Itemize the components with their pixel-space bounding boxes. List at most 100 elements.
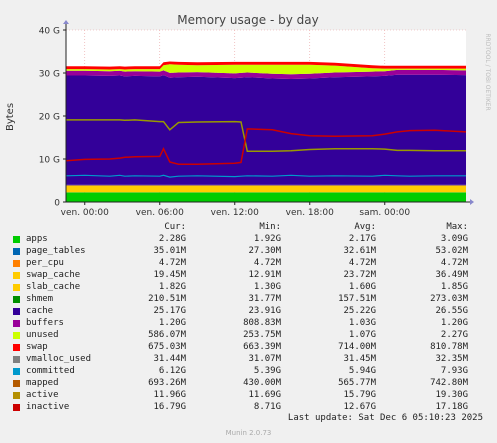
line-committed <box>65 174 466 178</box>
legend-min-value: 11.69G <box>248 390 281 400</box>
line-series <box>65 119 467 178</box>
legend-cur-value: 19.45M <box>153 270 186 280</box>
legend-cur-value: 693.26M <box>148 378 186 388</box>
axes: 0 10 G 20 G 30 G 40 G ven. 00:00 ven. 06:00 ven… <box>39 20 474 218</box>
area-swap <box>66 61 466 70</box>
legend-row-swap-cache: swap_cache 19.45M 12.91M 23.72M 36.49M <box>0 270 497 282</box>
legend-row-mapped: mapped 693.26M 430.00M 565.77M 742.80M <box>0 378 497 390</box>
chart-title: Memory usage - by day <box>177 13 318 27</box>
header-min: Min: <box>259 222 281 232</box>
legend-max-value: 7.93G <box>440 366 468 376</box>
legend-min-value: 31.07M <box>248 354 281 364</box>
legend-cur-value: 586.07M <box>148 330 186 340</box>
legend-cur-value: 31.44M <box>153 354 186 364</box>
legend-min-value: 23.91G <box>248 306 281 316</box>
x-axis-arrow <box>470 199 474 205</box>
y-axis-arrow <box>63 20 69 24</box>
legend-label: cache <box>26 306 54 316</box>
legend-min-value: 31.77M <box>248 294 281 304</box>
legend-min-value: 27.30M <box>248 246 281 256</box>
area-buffers <box>66 69 466 79</box>
legend-row-page-tables: page_tables 35.01M 27.30M 32.61M 53.02M <box>0 246 497 258</box>
legend-label: shmem <box>26 294 54 304</box>
rrdtool-credit: RRDTOOL / TOBI OETIKER <box>484 33 491 110</box>
legend-min-value: 4.72M <box>253 258 281 268</box>
legend-swatch <box>13 344 20 351</box>
area-slab-cache <box>66 185 466 193</box>
legend-label: unused <box>26 330 59 340</box>
legend-min-value: 430.00M <box>243 378 281 388</box>
legend-label: per_cpu <box>26 258 64 268</box>
legend-swatch <box>13 236 20 243</box>
x-tick-label: ven. 06:00 <box>136 208 184 218</box>
munin-version: Munin 2.0.73 <box>225 429 272 437</box>
legend-swatch <box>13 356 20 363</box>
legend-max-value: 273.03M <box>430 294 468 304</box>
legend-max-value: 3.09G <box>440 234 468 244</box>
legend-max-value: 32.35M <box>435 354 468 364</box>
legend-swatch <box>13 284 20 291</box>
x-tick-label: ven. 18:00 <box>286 208 334 218</box>
area-apps <box>66 192 466 202</box>
legend-max-value: 4.72M <box>440 258 468 268</box>
legend-row-inactive: inactive 16.79G 8.71G 12.67G 17.18G <box>0 402 497 414</box>
legend-cur-value: 675.03M <box>148 342 186 352</box>
legend-row-apps: apps 2.28G 1.92G 2.17G 3.09G <box>0 234 497 246</box>
y-tick-label: 20 G <box>39 113 60 123</box>
y-tick-label: 10 G <box>39 156 60 166</box>
legend-cur-value: 16.79G <box>153 402 186 412</box>
legend-avg-value: 25.22G <box>343 306 376 316</box>
legend-swatch <box>13 404 20 411</box>
x-tick-label: sam. 00:00 <box>359 208 410 218</box>
y-tick-label: 30 G <box>39 70 60 80</box>
legend-avg-value: 5.94G <box>348 366 376 376</box>
legend-cur-value: 4.72M <box>158 258 186 268</box>
legend-avg-value: 1.07G <box>348 330 376 340</box>
header-avg: Avg: <box>354 222 376 232</box>
legend-min-value: 1.92G <box>253 234 281 244</box>
legend-swatch <box>13 332 20 339</box>
legend-label: mapped <box>26 378 59 388</box>
line-inactive <box>65 128 467 165</box>
legend-row-committed: committed 6.12G 5.39G 5.94G 7.93G <box>0 366 497 378</box>
legend-label: inactive <box>26 402 70 412</box>
legend-swatch <box>13 296 20 303</box>
legend-header: Cur: Min: Avg: Max: <box>0 222 497 234</box>
legend-max-value: 742.80M <box>430 378 468 388</box>
legend-swatch <box>13 308 20 315</box>
legend-row-active: active 11.96G 11.69G 15.79G 19.30G <box>0 390 497 402</box>
stacked-areas <box>66 61 466 202</box>
legend-avg-value: 4.72M <box>348 258 376 268</box>
legend-swatch <box>13 320 20 327</box>
legend-avg-value: 12.67G <box>343 402 376 412</box>
legend-label: swap <box>26 342 48 352</box>
header-cur: Cur: <box>164 222 186 232</box>
legend-min-value: 663.39M <box>243 342 281 352</box>
legend-row-per-cpu: per_cpu 4.72M 4.72M 4.72M 4.72M <box>0 258 497 270</box>
legend-cur-value: 1.82G <box>158 282 186 292</box>
legend-label: active <box>26 390 59 400</box>
legend-avg-value: 15.79G <box>343 390 376 400</box>
legend-avg-value: 2.17G <box>348 234 376 244</box>
legend-label: swap_cache <box>26 270 81 280</box>
legend-row-slab-cache: slab_cache 1.82G 1.30G 1.60G 1.85G <box>0 282 497 294</box>
header-max: Max: <box>446 222 468 232</box>
x-tick-label: ven. 12:00 <box>211 208 259 218</box>
legend-cur-value: 210.51M <box>148 294 186 304</box>
x-tick-label: ven. 00:00 <box>61 208 109 218</box>
legend-label: page_tables <box>26 246 86 256</box>
legend-cur-value: 11.96G <box>153 390 186 400</box>
area-unused <box>66 64 466 75</box>
legend-label: apps <box>26 234 48 244</box>
legend-min-value: 808.83M <box>243 318 281 328</box>
legend-swatch <box>13 248 20 255</box>
legend-avg-value: 31.45M <box>343 354 376 364</box>
legend-cur-value: 35.01M <box>153 246 186 256</box>
legend-min-value: 253.75M <box>243 330 281 340</box>
legend-cur-value: 2.28G <box>158 234 186 244</box>
legend-avg-value: 23.72M <box>343 270 376 280</box>
legend-cur-value: 25.17G <box>153 306 186 316</box>
legend-min-value: 8.71G <box>253 402 281 412</box>
legend-swatch <box>13 368 20 375</box>
legend-min-value: 1.30G <box>253 282 281 292</box>
